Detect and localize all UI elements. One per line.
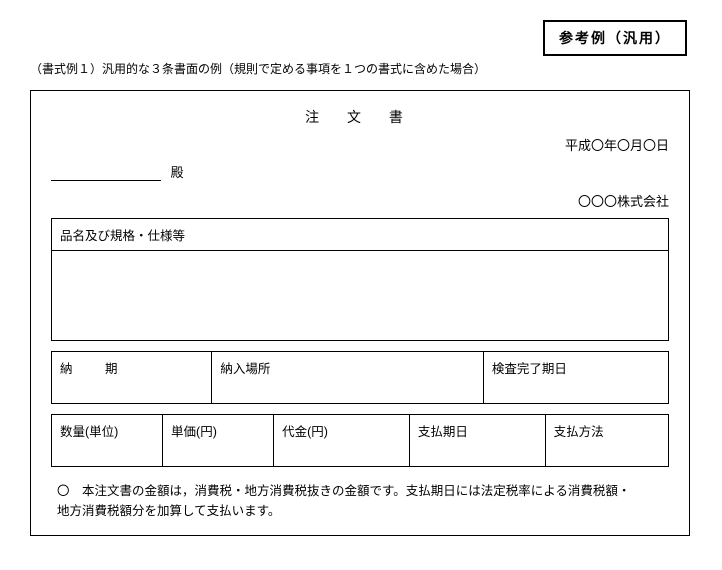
recipient-blank-line [51, 165, 161, 181]
footnote: 〇 本注文書の金額は，消費税・地方消費税抜きの金額です。支払期日には法定税率によ… [51, 481, 669, 521]
unit-price-cell: 単価(円) [163, 415, 274, 467]
reference-badge: 参考例（汎用） [543, 20, 687, 56]
company-name: 〇〇〇株式会社 [51, 191, 669, 210]
recipient-suffix: 殿 [171, 165, 184, 180]
form-date: 平成〇年〇月〇日 [51, 135, 669, 154]
delivery-place-cell: 納入場所 [212, 352, 483, 404]
quantity-cell: 数量(単位) [52, 415, 163, 467]
inspection-date-cell: 検査完了期日 [483, 352, 668, 404]
delivery-date-label: 納 期 [60, 362, 128, 376]
delivery-table: 納 期 納入場所 検査完了期日 [51, 351, 669, 404]
amount-cell: 代金(円) [274, 415, 410, 467]
payment-date-cell: 支払期日 [409, 415, 545, 467]
items-body-cell [52, 251, 669, 341]
items-table: 品名及び規格・仕様等 [51, 218, 669, 341]
delivery-date-cell: 納 期 [52, 352, 212, 404]
pricing-table: 数量(単位) 単価(円) 代金(円) 支払期日 支払方法 [51, 414, 669, 467]
payment-method-cell: 支払方法 [545, 415, 668, 467]
form-subtitle: （書式例１）汎用的な３条書面の例（規則で定める事項を１つの書式に含めた場合） [30, 60, 486, 77]
order-form-container: 注 文 書 平成〇年〇月〇日 殿 〇〇〇株式会社 品名及び規格・仕様等 納 期 … [30, 90, 690, 536]
footnote-line1: 〇 本注文書の金額は，消費税・地方消費税抜きの金額です。支払期日には法定税率によ… [57, 481, 663, 501]
items-header-cell: 品名及び規格・仕様等 [52, 219, 669, 251]
recipient-row: 殿 [51, 162, 669, 181]
form-title: 注 文 書 [51, 107, 669, 127]
footnote-line2: 地方消費税額分を加算して支払います。 [57, 501, 663, 521]
